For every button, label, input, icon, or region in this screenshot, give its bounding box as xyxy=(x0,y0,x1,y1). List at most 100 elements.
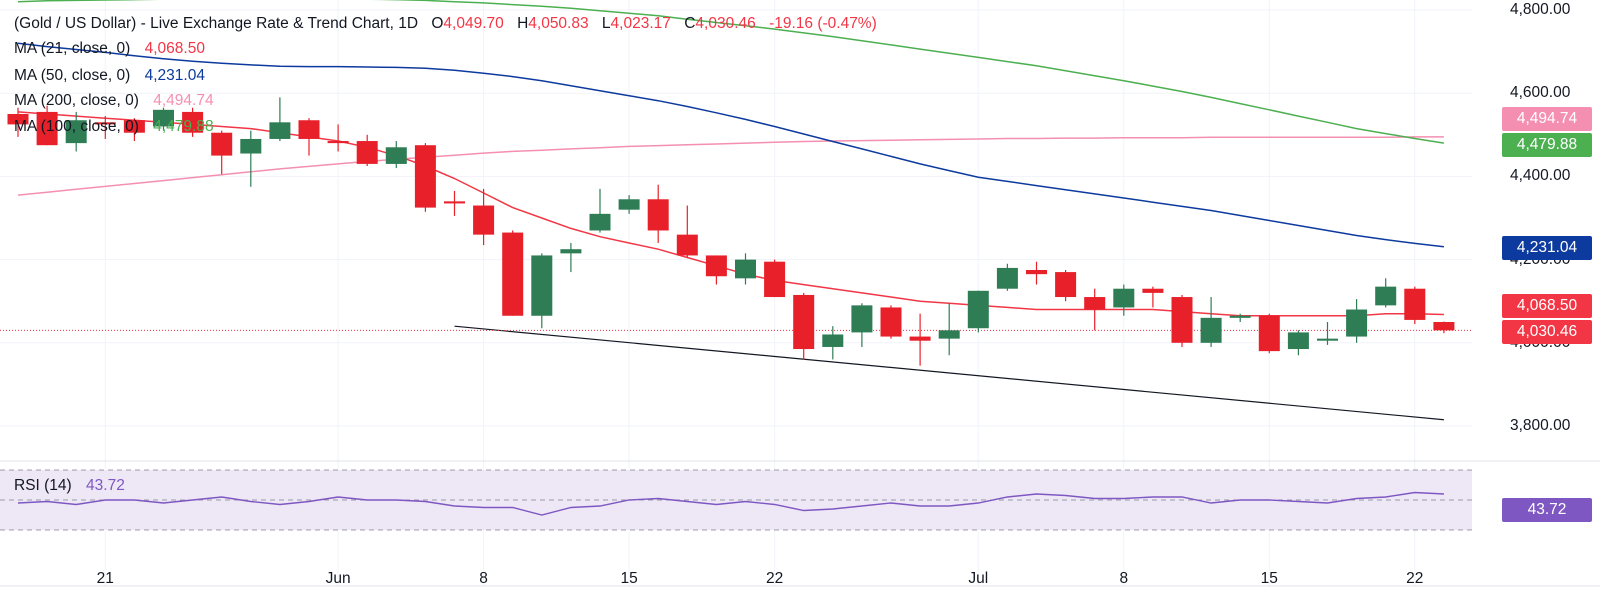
candle xyxy=(36,105,58,146)
legend-ma21-label: MA (21, close, 0) xyxy=(14,40,131,57)
candle-body xyxy=(735,259,756,279)
candle-body xyxy=(560,249,582,254)
close-value: 4,030.46 xyxy=(695,15,756,32)
candle xyxy=(1171,294,1193,347)
candle xyxy=(1026,261,1047,285)
candle-body xyxy=(793,294,815,350)
candle xyxy=(240,130,262,187)
candle xyxy=(560,242,582,273)
candle xyxy=(1229,313,1251,322)
time-tick-label: Jul xyxy=(968,570,989,587)
legend-ma100-value: 4,479.88 xyxy=(153,118,214,135)
candle xyxy=(182,107,204,137)
low-label: L xyxy=(601,15,611,32)
candle xyxy=(1055,270,1077,302)
candle xyxy=(735,253,756,285)
candle xyxy=(705,255,727,285)
time-tick-label: 21 xyxy=(96,570,114,587)
legend-ma100[interactable]: MA (100, close, 0) 4,479.88 xyxy=(14,117,214,137)
legend-ma21-value: 4,068.50 xyxy=(144,40,205,57)
candle-body xyxy=(996,267,1018,289)
candle xyxy=(1346,299,1368,343)
candle-body xyxy=(1055,272,1077,298)
candle-body xyxy=(880,307,902,337)
ma21-price-badge: 4,068.50 xyxy=(1502,294,1592,318)
candle-body xyxy=(298,120,320,139)
candle xyxy=(1084,288,1106,331)
time-tick-label: 8 xyxy=(1119,570,1129,587)
open-label: O xyxy=(431,15,444,32)
candle-body xyxy=(1171,297,1193,343)
ma100-line xyxy=(17,0,1445,144)
candle-body xyxy=(1404,288,1426,320)
change-value: -19.16 (-0.47%) xyxy=(769,15,877,32)
candle-body xyxy=(1287,332,1309,350)
legend-ma200[interactable]: MA (200, close, 0) 4,494.74 xyxy=(14,91,214,111)
candle xyxy=(996,263,1018,291)
legend-ma50-value: 4,231.04 xyxy=(144,67,205,84)
ma100-price-badge: 4,479.88 xyxy=(1502,133,1592,157)
candle-body xyxy=(94,122,116,125)
ma200-line xyxy=(17,136,1444,196)
rsi-line xyxy=(17,491,1444,516)
candle xyxy=(1433,321,1455,334)
candle xyxy=(938,303,960,356)
candle xyxy=(153,107,174,131)
legend-ma200-value: 4,494.74 xyxy=(153,92,214,109)
candle-body xyxy=(1026,270,1047,275)
candle-body xyxy=(967,290,989,329)
candle xyxy=(1317,322,1338,345)
candle-body xyxy=(1433,322,1455,331)
legend-ma50-label: MA (50, close, 0) xyxy=(14,67,131,84)
rsi-legend[interactable]: RSI (14) 43.72 xyxy=(14,476,125,496)
candle-body xyxy=(65,120,87,144)
candle xyxy=(444,190,465,216)
candle xyxy=(1200,297,1222,347)
candle xyxy=(676,205,698,258)
trendline[interactable] xyxy=(454,325,1444,421)
ma200-price-badge: 4,494.74 xyxy=(1502,107,1592,131)
low-value: 4,023.17 xyxy=(610,15,671,32)
candle xyxy=(589,188,611,233)
candle-body xyxy=(414,145,436,208)
time-tick-label: 22 xyxy=(1406,570,1424,587)
price-tick-label: 4,600.00 xyxy=(1510,84,1571,102)
candle xyxy=(909,313,931,366)
candle-body xyxy=(1200,317,1222,343)
symbol-title: (Gold / US Dollar) - Live Exchange Rate … xyxy=(14,15,419,32)
candle xyxy=(647,184,669,243)
high-label: H xyxy=(517,15,529,32)
candle-body xyxy=(444,201,465,204)
candle-body xyxy=(240,138,262,154)
candle xyxy=(764,259,786,298)
legend-ma21[interactable]: MA (21, close, 0) 4,068.50 xyxy=(14,39,205,59)
candle-body xyxy=(1229,315,1251,318)
candle xyxy=(298,118,320,156)
candle-body xyxy=(822,334,844,347)
candle-body xyxy=(647,199,669,231)
candle-body xyxy=(327,141,349,144)
candle xyxy=(65,111,87,152)
rsi-value-badge: 43.72 xyxy=(1502,498,1592,522)
candle-body xyxy=(1084,297,1106,310)
time-tick-label: 22 xyxy=(765,570,784,587)
legend-ma50[interactable]: MA (50, close, 0) 4,231.04 xyxy=(14,66,205,86)
candle-body xyxy=(473,205,495,235)
candle-body xyxy=(909,336,931,341)
candle-body xyxy=(1375,286,1397,306)
high-value: 4,050.83 xyxy=(528,15,589,32)
candle xyxy=(414,143,436,212)
candle-body xyxy=(36,111,58,146)
candle xyxy=(327,124,349,152)
candle-body xyxy=(385,147,407,164)
candle xyxy=(1375,278,1397,308)
candle xyxy=(967,290,989,333)
candle-body xyxy=(676,234,698,256)
candle-body xyxy=(705,255,727,277)
candle-body xyxy=(589,213,611,231)
candle-body xyxy=(1142,288,1164,293)
candle xyxy=(1404,286,1426,325)
candle xyxy=(618,195,640,214)
chart-header: (Gold / US Dollar) - Live Exchange Rate … xyxy=(14,14,877,34)
